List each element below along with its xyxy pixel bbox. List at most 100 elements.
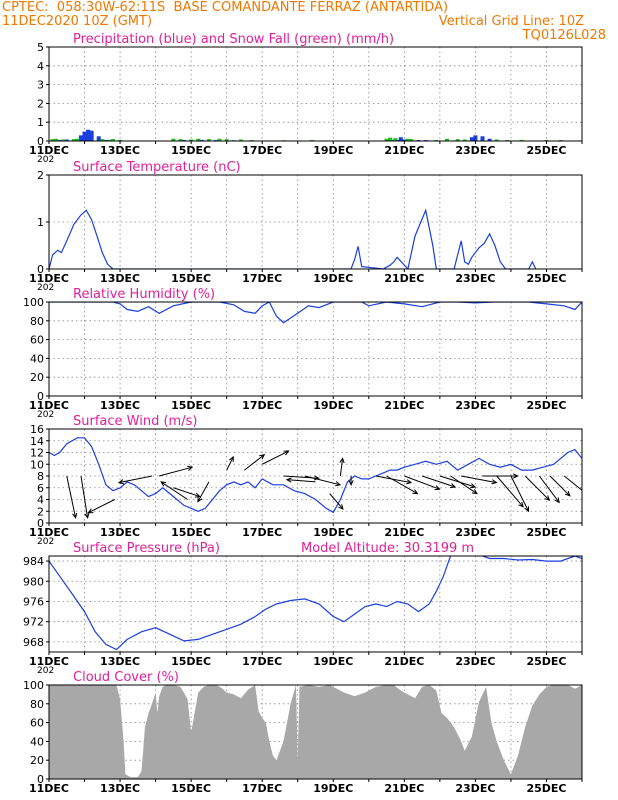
wind-data (49, 437, 582, 519)
x-tick-label: 15DEC (171, 526, 211, 539)
precip-bar-blue (96, 136, 101, 141)
header-grid-info: Vertical Grid Line: 10Z (438, 14, 584, 29)
y-tick-label: 4 (37, 60, 44, 73)
x-tick-label: 19DEC (313, 526, 353, 539)
wind-vector (563, 475, 582, 491)
temperature-title: Surface Temperature (nC) (73, 160, 241, 175)
x-tick-label: 25DEC (526, 272, 566, 285)
humidity-title: Relative Humidity (%) (73, 287, 215, 302)
y-tick-label: 976 (23, 595, 44, 608)
x-tick-label: 25DEC (526, 782, 566, 795)
wind-vector-head (471, 489, 478, 495)
wind-vector-head (87, 508, 94, 514)
precip-bar-blue (402, 139, 407, 141)
precip-bar-green (384, 138, 389, 141)
wind-vector (439, 475, 476, 488)
wind-vector-head (564, 490, 571, 497)
y-tick-label: 16 (30, 423, 44, 436)
wind-vector (88, 499, 115, 514)
wind-vector-head (229, 455, 234, 462)
x-tick-label: 23DEC (455, 399, 495, 412)
wind-vector-head (406, 479, 413, 485)
wind-vector-head (470, 483, 477, 489)
x-tick-label: 23DEC (455, 144, 495, 157)
x-tick-label: 11DEC (29, 144, 69, 157)
x-tick-label: 17DEC (242, 272, 282, 285)
precip-bar-green (405, 138, 410, 141)
temperature-panel: 0 1 2 11DEC 13DEC 15DEC 17DEC 19DEC 21DEC 23DEC 25… (29, 160, 583, 293)
wind-vector (421, 475, 456, 488)
precip-bar-green (462, 139, 467, 141)
y-tick-label: 6 (37, 482, 44, 495)
wind-vector (244, 454, 265, 471)
y-tick-label: 20 (30, 754, 44, 767)
precip-bar-green (189, 139, 194, 141)
wind-vector-head (285, 477, 292, 483)
precip-title: Precipitation (blue) and Snow Fall (gree… (73, 32, 394, 47)
x-tick-label: 17DEC (242, 399, 282, 412)
wind-vector-head (283, 450, 290, 456)
x-tick-label: 23DEC (455, 655, 495, 668)
precip-bar-green (238, 139, 243, 141)
precip-bar-green (100, 139, 105, 141)
x-year-label: 202 (37, 666, 54, 676)
x-tick-label: 15DEC (171, 144, 211, 157)
precip-bar-blue (64, 139, 69, 141)
x-tick-label: 19DEC (313, 272, 353, 285)
wind-vector (329, 493, 344, 510)
y-tick-label: 2 (37, 97, 44, 110)
wind-vector (261, 450, 289, 465)
wind-vector-head (160, 481, 167, 487)
wind-vector (159, 466, 193, 477)
wind-vector-head (313, 475, 320, 481)
y-tick-label: 4 (37, 494, 44, 507)
x-tick-label: 25DEC (526, 399, 566, 412)
wind-vector (404, 475, 440, 490)
wind-vector (450, 475, 478, 495)
y-tick-label: 972 (23, 616, 44, 629)
x-tick-label: 21DEC (384, 782, 424, 795)
precip-bar-green (54, 138, 59, 141)
y-tick-label: 12 (30, 447, 44, 460)
precip-bar-blue (86, 129, 91, 141)
y-tick-label: 0 (37, 773, 44, 786)
wind-vector (524, 475, 550, 501)
wind-vector (80, 475, 89, 518)
precip-bar-blue (487, 138, 492, 141)
wind-vector-head (491, 479, 498, 485)
x-tick-label: 11DEC (29, 782, 69, 795)
x-tick-label: 21DEC (384, 144, 424, 157)
precip-bar-green (110, 139, 115, 141)
precip-bar-green (71, 139, 76, 141)
x-year-label: 202 (37, 537, 54, 547)
precip-bar-green (217, 138, 222, 141)
precip-bar-green (196, 138, 201, 141)
wind-vector-head (450, 483, 457, 489)
x-tick-label: 23DEC (455, 782, 495, 795)
wind-vector (538, 475, 560, 503)
wind-vector (226, 456, 234, 471)
x-tick-label: 15DEC (171, 272, 211, 285)
y-tick-label: 40 (30, 352, 44, 365)
precip-bar-blue (82, 131, 87, 141)
x-tick-label: 17DEC (242, 526, 282, 539)
y-tick-label: 980 (23, 575, 44, 588)
humidity-line (49, 302, 582, 324)
x-year-label: 202 (37, 283, 54, 293)
precip-bar-green (519, 139, 524, 141)
wind-vector-head (72, 512, 78, 519)
pressure-annotation: Model Altitude: 30.3199 m (301, 541, 474, 556)
y-tick-label: 100 (23, 296, 44, 309)
x-tick-label: 13DEC (100, 399, 140, 412)
wind-vector-head (554, 497, 560, 504)
x-tick-label: 25DEC (526, 144, 566, 157)
precip-bar-blue (480, 136, 485, 141)
precip-bar-blue (78, 135, 83, 141)
wind-vector-head (187, 465, 194, 471)
x-tick-label: 23DEC (455, 272, 495, 285)
wind-vector-head (197, 496, 203, 503)
wind-vector-head (412, 489, 419, 495)
precip-bar-blue (398, 137, 403, 141)
wind-line (49, 437, 582, 514)
